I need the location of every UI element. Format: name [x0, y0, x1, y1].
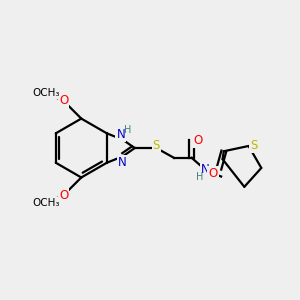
Text: H: H: [196, 172, 203, 182]
Text: O: O: [59, 94, 68, 107]
Text: H: H: [124, 125, 131, 135]
Text: O: O: [208, 167, 217, 180]
Text: N: N: [118, 156, 127, 169]
Text: N: N: [116, 128, 125, 141]
Text: N: N: [201, 163, 210, 176]
Text: O: O: [193, 134, 202, 147]
Text: O: O: [59, 189, 68, 202]
Text: OCH₃: OCH₃: [32, 88, 60, 98]
Text: OCH₃: OCH₃: [32, 198, 60, 208]
Text: S: S: [250, 140, 257, 152]
Text: S: S: [153, 139, 160, 152]
